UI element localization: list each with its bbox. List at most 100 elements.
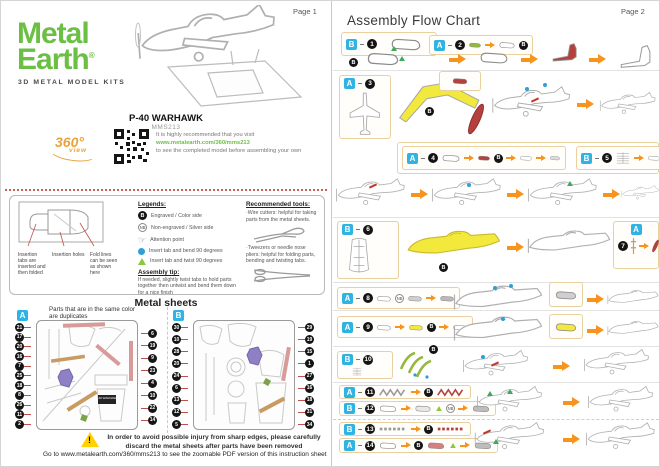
spar-red-drawing (444, 77, 476, 85)
sheet-a-right-callouts: 6 19 9 23 4 10 22 14 (141, 329, 157, 425)
assembly-stage (361, 46, 405, 67)
sheet-ref-badge: B (344, 403, 355, 414)
flow-arrow-icon (411, 189, 428, 200)
badge-360-view: 360° view (47, 135, 99, 165)
flow-arrow-icon (521, 54, 538, 65)
page-number-left: Page 1 (293, 7, 317, 16)
fuselage-drawing (527, 225, 611, 261)
step-number: 13 (365, 424, 375, 434)
twist-triangle-icon (487, 391, 493, 396)
part-callout: 18 (15, 381, 31, 391)
registered-mark: ® (88, 51, 95, 61)
badge-360-label: view (69, 147, 88, 154)
sheet-ref-badge: B (344, 423, 355, 435)
fuselage-drawing (453, 284, 543, 314)
row-separator (333, 217, 659, 218)
step-box-14: A 14 B (339, 438, 498, 453)
row-separator (333, 70, 659, 71)
step-box-9: A 9 B (337, 316, 473, 338)
assembly-stage (447, 349, 547, 379)
detail-part-drawing (554, 289, 578, 301)
mini-arrow-icon (395, 323, 405, 331)
product-title: P-40 WARHAWK (129, 113, 203, 124)
mini-arrow-icon (464, 154, 474, 162)
blade-red-drawing (468, 103, 484, 135)
part-callout: 23 (141, 366, 157, 376)
part-thumbnail (378, 441, 398, 450)
exhaust-plan-drawing (342, 367, 372, 376)
part-callout: 10 (141, 391, 157, 401)
antenna-part-drawing (630, 237, 637, 255)
brand-logo: Metal Earth® (17, 18, 95, 77)
step-number: 5 (602, 153, 612, 163)
flow-chart-title: Assembly Flow Chart (347, 13, 481, 28)
flow-arrow-icon (563, 434, 580, 445)
row-separator (333, 346, 659, 347)
part-callout: 8 (15, 390, 31, 400)
part-thumbnail (376, 293, 392, 304)
wing-spar-inset-box (439, 71, 481, 91)
part-thumbnail-gray (414, 404, 432, 413)
sheet-ref-badge: B (346, 38, 357, 50)
part-callout: 6 (141, 329, 157, 338)
part-callout: 19 (141, 341, 157, 351)
flow-arrow-icon (563, 397, 580, 408)
detail-part-yellow-drawing (554, 321, 578, 333)
brand-logo-line2: Earth® (17, 43, 95, 77)
label-fold-lines: Fold lines can be seen as shown here (90, 252, 118, 276)
part-callout: 14 (141, 415, 157, 425)
sheet-a-drawing: P-40 WARHAWK (36, 320, 138, 430)
assembly-stage (431, 173, 505, 213)
part-callout: 15 (298, 347, 314, 357)
part-thumbnail (441, 152, 461, 164)
step-number: 3 (365, 78, 375, 89)
sheet-a-left-callouts: 21 17 20 16 7 25 18 8 26 11 2 (15, 323, 31, 429)
step-box-11: A 11 B (339, 385, 471, 399)
promo-line1: It is highly recommended that you visit (156, 132, 255, 138)
brand-tagline: 3D METAL MODEL KITS (18, 79, 126, 86)
part-callout: 28 (172, 347, 188, 357)
part-callout: 25 (15, 371, 31, 381)
swoosh-icon (47, 139, 99, 165)
bend-dot-icon (493, 286, 497, 290)
zigzag-part-drawing (378, 388, 408, 397)
sheet-ref-badge: A (407, 152, 418, 164)
part-callout: 21 (15, 323, 31, 332)
step-number: 7 (618, 241, 628, 251)
part-thumbnail-green (468, 40, 482, 50)
part-callout: 20 (15, 342, 31, 352)
fuselage-plan-drawing (342, 237, 376, 275)
part-callout: 12 (172, 407, 188, 417)
part-callout: 2 (15, 419, 31, 429)
twist-triangle-icon (450, 443, 456, 448)
mini-arrow-icon (460, 442, 470, 449)
step-box-12: B 12 NB (339, 401, 496, 416)
exhaust-green-drawing (399, 351, 432, 379)
wing-plan-drawing (344, 91, 384, 135)
mini-arrow-icon (401, 442, 411, 449)
flow-arrow-icon (449, 54, 466, 65)
bend-dot-icon (543, 83, 547, 87)
sheet-b-right-callouts: 29 19 15 1 27 16 18 31 34 (298, 323, 314, 429)
sheet-ref-badge: B (342, 354, 353, 365)
zigzag-red-drawing (436, 388, 466, 397)
part-callout: 17 (15, 332, 31, 342)
legend-non-engraved: NB Non-engraved / Silver side (138, 223, 214, 233)
metal-sheets-heading: Metal sheets (134, 297, 198, 309)
non-engraved-side-icon: NB (446, 404, 455, 413)
part-callout: 4 (141, 378, 157, 388)
step-number: 11 (365, 387, 375, 397)
assembly-tip-title: Assembly tip: (138, 268, 180, 276)
pliers-icon (253, 268, 311, 282)
step-number: 10 (363, 354, 373, 365)
fuselage-drawing (607, 285, 659, 311)
legend-bend-tab: Insert tab and bend 90 degrees (138, 247, 240, 255)
engraved-side-icon: B (349, 58, 358, 67)
bend-dot-icon (467, 183, 471, 187)
plane-drawing (585, 385, 659, 415)
product-model-number: MMS213 (151, 124, 181, 131)
step-box-2: A 2 B (429, 35, 533, 55)
part-callout: 26 (15, 400, 31, 410)
label-insertion-tabs: Insertion tabs are inserted and then fol… (18, 252, 46, 276)
engraved-side-icon: B (494, 153, 503, 163)
